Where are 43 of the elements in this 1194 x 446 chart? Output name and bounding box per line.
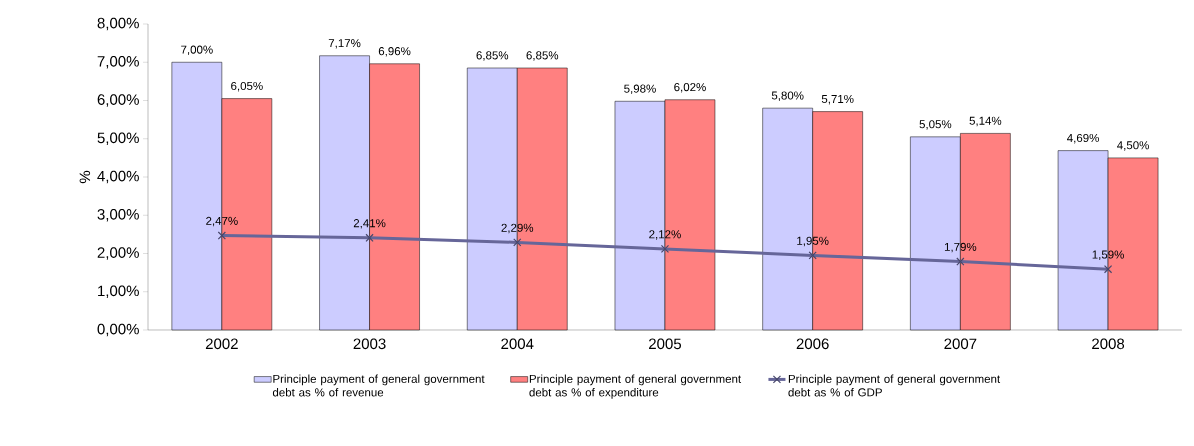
point [808, 251, 817, 260]
point [1103, 265, 1113, 274]
y-tick-label: 8,00% [97, 17, 139, 31]
point [956, 257, 965, 266]
x-tick-label: 2002 [205, 338, 238, 350]
y-tick-label: 1,00% [98, 285, 139, 298]
y-tick-label: 6,00% [97, 94, 139, 107]
y-tick-label: 4,00% [97, 170, 139, 184]
legend-label: Principle payment of general government debt as % of GDP [788, 374, 1001, 397]
y-tick-label: 3,00% [97, 209, 139, 222]
x-tick-label: 2008 [1092, 338, 1125, 350]
data-label: 5,71% [821, 94, 854, 105]
data-label: 6,05% [231, 81, 263, 92]
data-label: 6,85% [476, 51, 509, 61]
y-tick-label: 0,00% [97, 323, 139, 337]
data-label: 7,17% [328, 39, 361, 49]
data-label: 4,69% [1067, 133, 1099, 144]
legend-label: Principle payment of general government debt as % of revenue [272, 374, 485, 397]
data-label: 6,02% [674, 83, 706, 93]
x-tick-label: 2004 [501, 338, 534, 350]
x-tick-label: 2005 [649, 338, 682, 350]
data-label: 6,85% [526, 51, 559, 61]
data-label: 5,98% [624, 84, 656, 95]
y-tick-label: 7,00% [97, 56, 139, 69]
data-label: 2,41% [353, 219, 386, 229]
data-label: 5,80% [771, 91, 804, 101]
point [217, 231, 226, 240]
data-label: 5,14% [969, 116, 1002, 127]
data-label: 2,29% [501, 223, 534, 234]
x-tick-label: 2003 [353, 338, 386, 350]
point [365, 233, 374, 242]
point [660, 244, 670, 254]
data-label: 5,05% [919, 120, 952, 130]
legend-label: Principle payment of general government debt as % of expenditure [529, 374, 742, 399]
y-tick-label: 2,00% [97, 247, 139, 260]
x-tick-label: 2006 [796, 338, 829, 350]
data-label: 6,96% [378, 47, 411, 57]
data-label: 7,00% [181, 45, 213, 56]
y-tick-label: 5,00% [97, 132, 139, 145]
point [513, 238, 522, 247]
y-axis-title: % [79, 170, 91, 184]
x-tick-label: 2007 [944, 338, 977, 350]
data-label: 4,50% [1117, 141, 1149, 151]
